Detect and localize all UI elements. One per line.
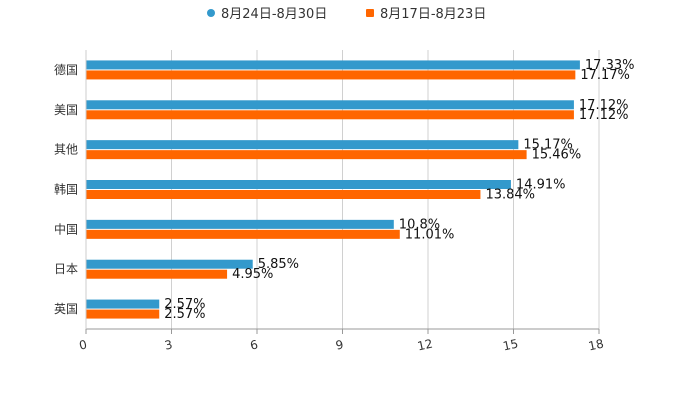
bars xyxy=(86,60,580,319)
data-label-series-2: 11.01% xyxy=(405,227,455,242)
bar-series-1 xyxy=(86,140,519,150)
data-label-series-2: 2.57% xyxy=(164,307,205,322)
category-label: 美国 xyxy=(54,103,78,117)
legend-label-series-2: 8月17日-8月23日 xyxy=(380,7,486,22)
legend-marker-series-1 xyxy=(207,9,215,17)
legend-marker-series-2 xyxy=(366,9,374,17)
bar-series-2 xyxy=(86,229,400,239)
bar-series-1 xyxy=(86,299,160,309)
x-tick-label: 18 xyxy=(587,337,605,354)
x-tick-label: 9 xyxy=(334,337,344,352)
data-label-series-1: 2.57% xyxy=(164,297,205,312)
bar-series-2 xyxy=(86,309,160,319)
bar-series-1 xyxy=(86,259,253,269)
x-tick-label: 12 xyxy=(416,337,434,354)
x-tick-label: 6 xyxy=(249,337,259,352)
category-label: 德国 xyxy=(54,62,78,77)
bar-series-1 xyxy=(86,60,580,70)
data-label-series-1: 17.33% xyxy=(585,58,635,73)
data-label-series-1: 5.85% xyxy=(258,257,299,272)
data-labels: 17.33%17.17% 17.12%17.12% 15.17%15.46% 14.9… xyxy=(164,58,634,322)
legend: 8月24日-8月30日 8月17日-8月23日 xyxy=(207,7,486,22)
data-label-series-2: 17.17% xyxy=(580,68,630,83)
bar-series-1 xyxy=(86,100,574,110)
data-label-series-1: 14.91% xyxy=(516,178,566,193)
gridlines xyxy=(85,50,600,329)
category-label: 日本 xyxy=(54,262,78,276)
data-label-series-2: 15.46% xyxy=(532,148,582,163)
data-label-series-2: 13.84% xyxy=(485,188,535,203)
bar-series-2 xyxy=(86,70,576,80)
legend-label-series-1: 8月24日-8月30日 xyxy=(221,7,327,22)
data-label-series-1: 17.12% xyxy=(579,98,629,113)
category-label: 英国 xyxy=(54,302,78,316)
x-tick-label: 15 xyxy=(502,337,520,354)
category-label: 中国 xyxy=(54,221,78,236)
bar-series-2 xyxy=(86,150,527,160)
data-label-series-2: 17.12% xyxy=(579,108,629,123)
data-label-series-1: 15.17% xyxy=(523,138,573,153)
bar-series-2 xyxy=(86,110,574,120)
bar-series-2 xyxy=(86,269,228,279)
x-tick-label: 3 xyxy=(163,337,173,352)
data-label-series-2: 4.95% xyxy=(232,267,273,282)
category-label: 韩国 xyxy=(54,182,78,197)
bar-series-1 xyxy=(86,180,511,189)
x-axis: 0 3 6 9 12 15 18 xyxy=(78,50,605,353)
x-tick-label: 0 xyxy=(78,337,88,352)
data-label-series-1: 10.8% xyxy=(399,217,440,232)
category-label: 其他 xyxy=(54,143,78,157)
bar-series-2 xyxy=(86,190,481,199)
bar-series-1 xyxy=(86,219,394,229)
